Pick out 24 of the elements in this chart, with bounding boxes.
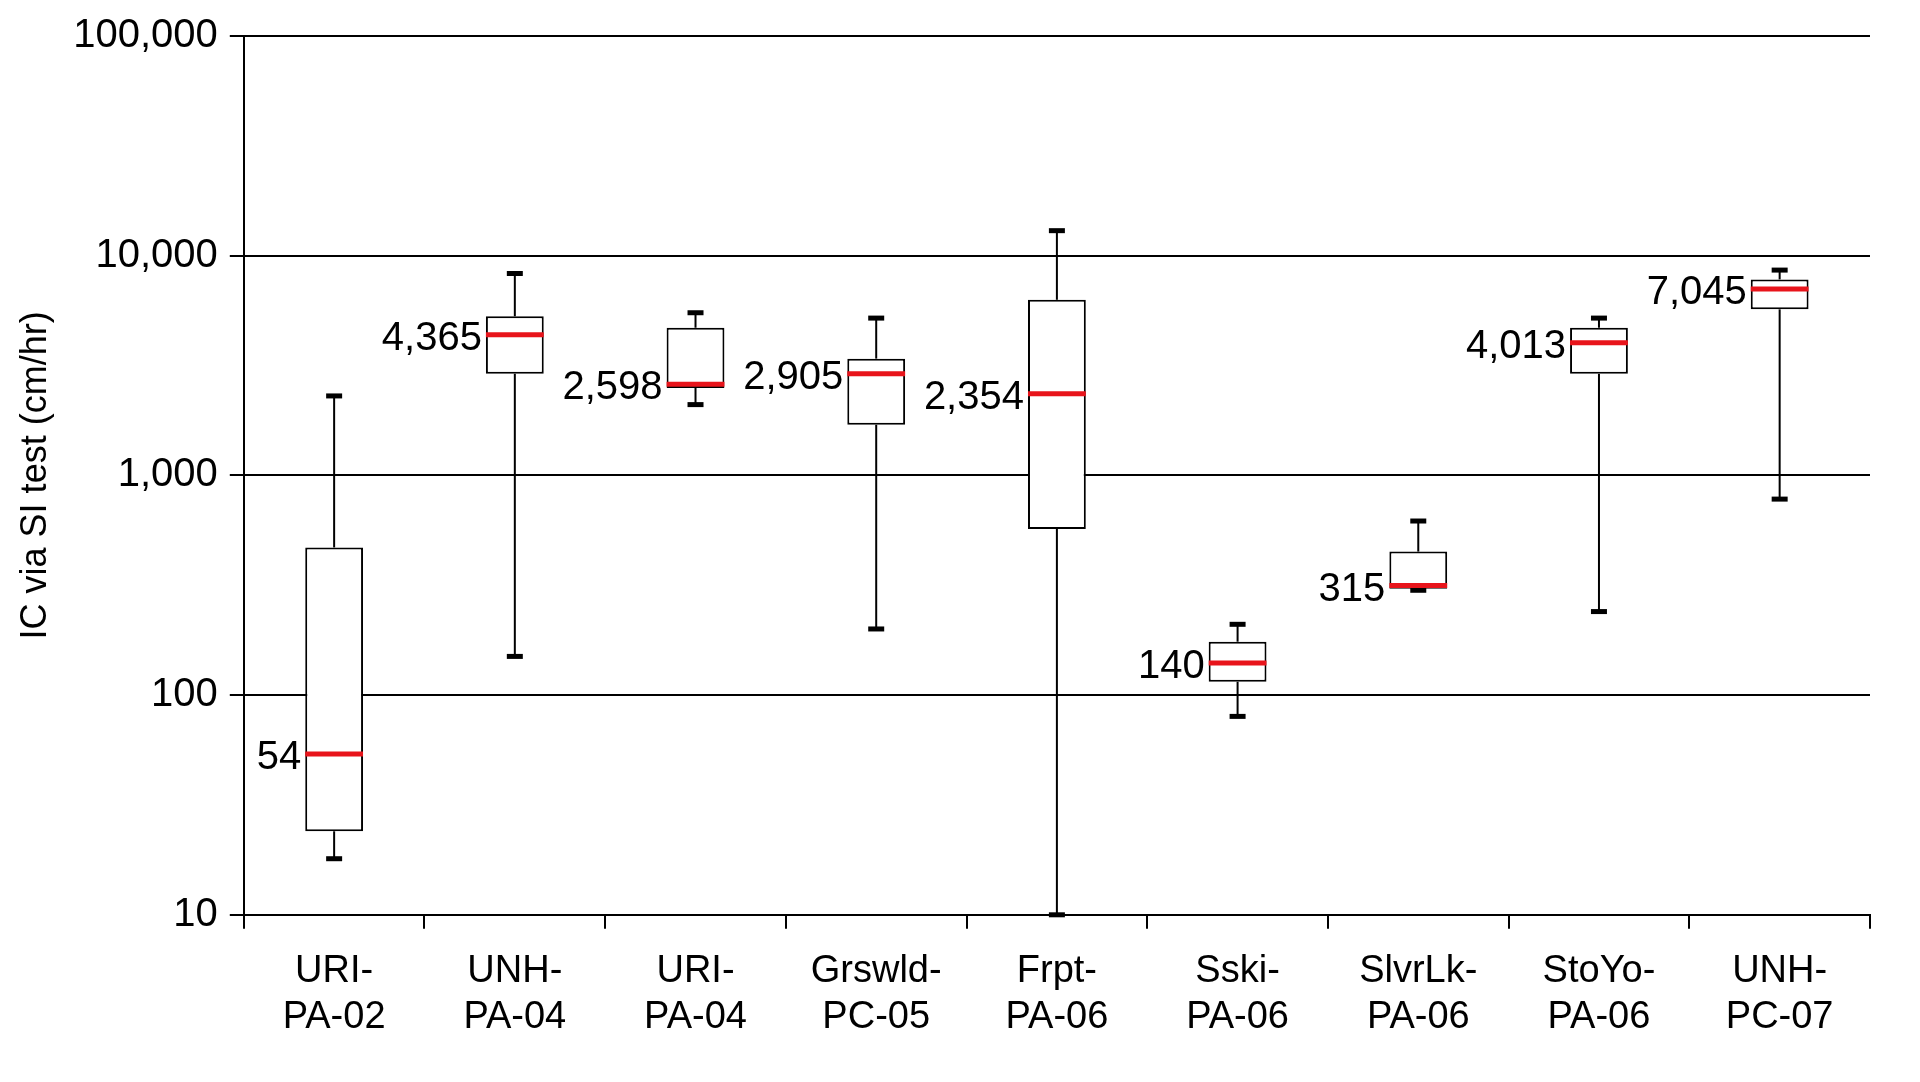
y-tick-label: 1,000 [117, 450, 218, 495]
text: 54 [256, 732, 302, 777]
y-tick-label: 100 [151, 670, 218, 715]
y-tick-label: 10 [173, 889, 218, 934]
text: 2,598 [562, 363, 663, 408]
y-tick-label: 100,000 [73, 11, 218, 56]
x-tick-label: Frpt-PA-06 [1005, 948, 1109, 1036]
text: 140 [1137, 642, 1205, 687]
text: 2,905 [743, 352, 844, 397]
x-tick-label: SlvrLk-PA-06 [1359, 948, 1478, 1036]
text: 315 [1318, 564, 1386, 609]
x-tick-label: StoYo-PA-06 [1542, 948, 1656, 1036]
text: 2,354 [923, 372, 1024, 417]
x-tick-label: UNH-PC-07 [1725, 948, 1834, 1036]
x-tick-label: Sski-PA-06 [1186, 948, 1289, 1036]
text: 4,365 [381, 313, 482, 358]
y-axis-title: IC via SI test (cm/hr) [12, 311, 54, 640]
text: 7,045 [1646, 268, 1747, 313]
x-tick-label: UNH-PA-04 [463, 948, 567, 1036]
x-tick-label: URI-PA-02 [282, 948, 386, 1036]
y-tick-label: 10,000 [95, 230, 218, 275]
text: 4,013 [1465, 321, 1567, 366]
x-tick-label: Grswld-PC-05 [810, 948, 942, 1036]
x-tick-label: URI-PA-04 [644, 948, 747, 1036]
